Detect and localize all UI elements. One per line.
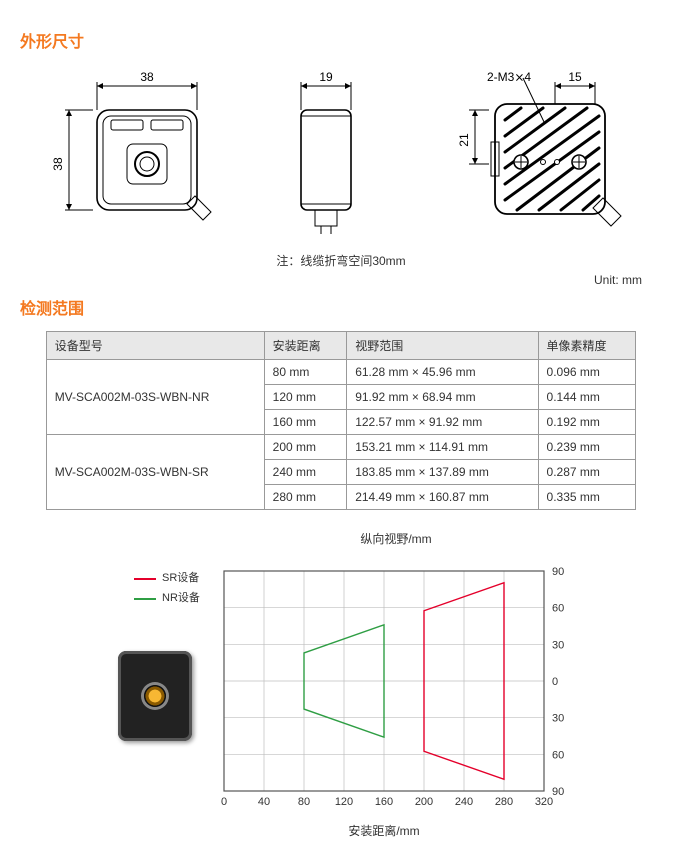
cable-bend-note: 注：线缆折弯空间30mm: [20, 252, 662, 269]
table-cell: 120 mm: [264, 385, 347, 410]
legend-item: NR设备: [134, 589, 200, 609]
svg-text:60: 60: [552, 749, 564, 761]
table-cell: 80 mm: [264, 360, 347, 385]
chart-y-axis-title: 纵向视野/mm: [130, 530, 662, 547]
table-cell: 0.239 mm: [538, 435, 636, 460]
svg-text:120: 120: [335, 796, 353, 808]
dim-depth-19: 19: [319, 70, 333, 84]
svg-text:0: 0: [221, 796, 227, 808]
table-cell: 160 mm: [264, 410, 347, 435]
svg-text:320: 320: [535, 796, 553, 808]
svg-text:90: 90: [552, 566, 564, 578]
table-row: MV-SCA002M-03S-WBN-SR200 mm153.21 mm × 1…: [46, 435, 636, 460]
dim-hole-y-21: 21: [457, 133, 471, 147]
section-range-title: 检测范围: [20, 295, 662, 319]
svg-text:30: 30: [552, 713, 564, 725]
legend-swatch: [134, 578, 156, 580]
table-cell: 61.28 mm × 45.96 mm: [347, 360, 538, 385]
svg-text:60: 60: [552, 603, 564, 615]
dimension-diagrams: 38 38 19 2-M3⨯4: [20, 64, 662, 244]
svg-text:90: 90: [552, 786, 564, 798]
front-view-diagram: 38 38: [47, 64, 217, 244]
dim-hole-x-15: 15: [568, 70, 582, 84]
model-cell: MV-SCA002M-03S-WBN-NR: [46, 360, 264, 435]
table-cell: 240 mm: [264, 460, 347, 485]
detection-range-table: 设备型号安装距离视野范围单像素精度 MV-SCA002M-03S-WBN-NR8…: [46, 331, 637, 510]
section-dimensions-title: 外形尺寸: [20, 28, 662, 52]
table-row: MV-SCA002M-03S-WBN-NR80 mm61.28 mm × 45.…: [46, 360, 636, 385]
svg-text:30: 30: [552, 639, 564, 651]
table-cell: 91.92 mm × 68.94 mm: [347, 385, 538, 410]
svg-text:0: 0: [552, 676, 558, 688]
svg-text:80: 80: [298, 796, 310, 808]
table-cell: 0.335 mm: [538, 485, 636, 510]
table-header: 安装距离: [264, 332, 347, 360]
dim-width-38: 38: [140, 70, 154, 84]
table-cell: 0.096 mm: [538, 360, 636, 385]
dim-height-38: 38: [51, 157, 65, 171]
table-cell: 200 mm: [264, 435, 347, 460]
table-header: 单像素精度: [538, 332, 636, 360]
back-view-diagram: 2-M3⨯4 15 21: [435, 64, 635, 244]
legend-swatch: [134, 598, 156, 600]
side-view-diagram: 19: [271, 64, 381, 244]
range-chart: SR设备NR设备 0408012016020024028032090603003…: [204, 553, 564, 839]
table-cell: 122.57 mm × 91.92 mm: [347, 410, 538, 435]
legend-item: SR设备: [134, 569, 200, 589]
chart-x-axis-title: 安装距离/mm: [204, 822, 564, 839]
table-cell: 153.21 mm × 114.91 mm: [347, 435, 538, 460]
legend-label: NR设备: [162, 589, 200, 609]
model-cell: MV-SCA002M-03S-WBN-SR: [46, 435, 264, 510]
unit-label: Unit: mm: [20, 273, 642, 287]
svg-text:240: 240: [455, 796, 473, 808]
sensor-photo: [118, 651, 192, 741]
svg-text:160: 160: [375, 796, 393, 808]
svg-text:200: 200: [415, 796, 433, 808]
table-cell: 214.49 mm × 160.87 mm: [347, 485, 538, 510]
svg-text:40: 40: [258, 796, 270, 808]
table-cell: 0.287 mm: [538, 460, 636, 485]
table-header: 设备型号: [46, 332, 264, 360]
table-cell: 183.85 mm × 137.89 mm: [347, 460, 538, 485]
table-header: 视野范围: [347, 332, 538, 360]
table-cell: 0.144 mm: [538, 385, 636, 410]
table-cell: 280 mm: [264, 485, 347, 510]
svg-text:280: 280: [495, 796, 513, 808]
table-cell: 0.192 mm: [538, 410, 636, 435]
legend-label: SR设备: [162, 569, 199, 589]
chart-legend: SR设备NR设备: [134, 569, 200, 609]
